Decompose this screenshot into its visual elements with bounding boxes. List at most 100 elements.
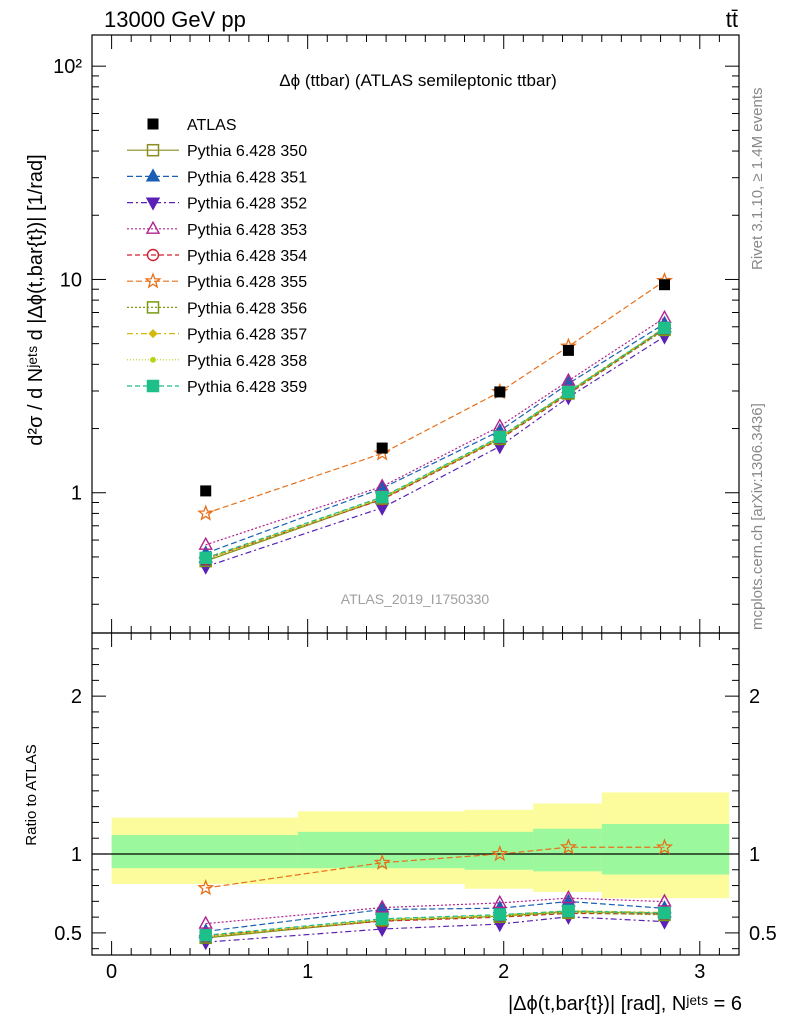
legend-marker [146,379,160,393]
legend-label: Pythia 6.428 359 [187,379,307,396]
ratio-line [205,900,665,932]
analysis-watermark: ATLAS_2019_I1750330 [341,591,490,607]
legend-marker [146,248,160,262]
ratio-point [375,912,389,926]
series-10 [199,321,671,565]
legend: ATLAS Pythia 6.428 350 Pythia 6.428 351 Pyt… [127,117,307,396]
legend-entry: ATLAS [147,117,237,134]
series-line [205,327,665,559]
ratio-point [373,853,391,871]
legend-label: Pythia 6.428 352 [187,196,307,213]
ratio-y-tick-label-right: 1 [749,844,760,866]
ratio-line [205,910,665,937]
ratio-point [562,904,575,918]
legend-entry: Pythia 6.428 359 [127,379,307,396]
ratio-point [491,844,509,862]
legend-label: Pythia 6.428 357 [187,327,307,344]
main-plot-title: Δϕ (ttbar) (ATLAS semileptonic ttbar) [279,71,557,90]
ratio-series-5 [199,907,671,943]
x-tick-label: 2 [498,961,509,983]
ratio-y-tick-label: 0.5 [54,923,82,945]
x-tick-label: 0 [106,961,117,983]
legend-marker [150,356,156,363]
legend-label: ATLAS [187,117,237,134]
series-4 [198,309,672,550]
legend-entry: Pythia 6.428 355 [127,272,307,291]
legend-entry: Pythia 6.428 353 [127,220,307,239]
x-axis-label: |Δϕ(t,bar{t})| [rad], Nʲᵉᵗˢ = 6 [508,993,742,1015]
legend-marker [148,329,158,339]
uncertainty-band-inner [297,831,465,869]
ratio-point [561,890,576,904]
legend-entry: Pythia 6.428 358 [127,353,307,370]
series-point [562,385,575,399]
legend-label: Pythia 6.428 356 [187,300,307,317]
ratio-line [205,912,665,937]
legend-marker [145,220,161,234]
legend-marker [146,143,160,157]
main-y-axis-label: d²σ / d Nʲᵉᵗˢ d |Δϕ(t,bar{t})| [1/rad] [25,154,47,445]
series-line [205,335,665,568]
header-energy-label: 13000 GeV pp [104,7,246,32]
main-plot-panel: 1 10 10² Δϕ (ttbar) (ATLAS semileptonic tt… [25,34,740,634]
ratio-point [657,893,672,907]
series-point [375,490,389,504]
y-tick-label: 1 [71,483,82,505]
legend-label: Pythia 6.428 354 [187,248,307,265]
legend-label: Pythia 6.428 353 [187,222,307,239]
ratio-point [374,899,390,913]
y-tick-label: 10 [60,269,82,291]
ratio-series-4 [198,890,672,929]
series-point [197,504,215,521]
legend-entry: Pythia 6.428 357 [127,327,307,344]
x-tick-label: 1 [302,961,313,983]
ratio-y-tick-label-right: 0.5 [749,923,777,945]
series-point [198,536,213,550]
ratio-series-10 [199,904,671,942]
ratio-point [492,894,508,908]
legend-entry: Pythia 6.428 356 [127,300,307,317]
ratio-y-axis-label: Ratio to ATLAS [23,744,40,845]
legend-label: Pythia 6.428 358 [187,353,307,370]
legend-label: Pythia 6.428 351 [187,169,307,186]
data-point [200,485,212,497]
series-point [658,321,671,335]
ratio-line [205,916,665,943]
ratio-y-tick-label-right: 2 [749,686,760,708]
legend-label: Pythia 6.428 350 [187,143,307,160]
ratio-point [198,915,213,929]
ratio-line [205,910,665,936]
ratio-point [559,838,577,855]
ratio-point [493,908,507,921]
ratio-y-tick-label: 2 [71,686,82,708]
legend-marker [144,272,162,289]
ratio-point [658,906,671,920]
ratio-line [205,912,665,939]
legend-marker [146,301,160,314]
legend-marker [147,118,159,130]
ratio-plot-panel: 0.5 0.5 1 1 2 2 0 1 2 3 Ratio to ATLAS |Δϕ(t,bar{… [23,632,777,1015]
series-point [561,372,576,386]
mcplots-label: mcplots.cern.ch [arXiv:1306.3436] [749,403,766,630]
legend-entry: Pythia 6.428 350 [127,143,307,160]
ratio-line [205,911,665,939]
ratio-point [199,928,212,942]
data-point [494,386,506,398]
uncertainty-band-inner [533,828,602,872]
ratio-plot-frame [91,632,740,956]
legend-entry: Pythia 6.428 351 [127,168,307,186]
ratio-line [205,911,665,938]
data-point [562,344,574,356]
uncertainty-band-inner [111,835,298,869]
series-point [493,430,507,444]
uncertainty-band-inner [601,823,730,875]
legend-label: Pythia 6.428 355 [187,274,307,291]
ratio-point [197,879,215,896]
ratio-series-6 [197,838,674,896]
legend-entry: Pythia 6.428 354 [127,248,307,265]
rivet-label: Rivet 3.1.10, ≥ 1.4M events [749,88,766,271]
header-process-label: tt̄ [726,7,738,32]
atlas-data [200,279,670,497]
ratio-point [655,838,674,855]
